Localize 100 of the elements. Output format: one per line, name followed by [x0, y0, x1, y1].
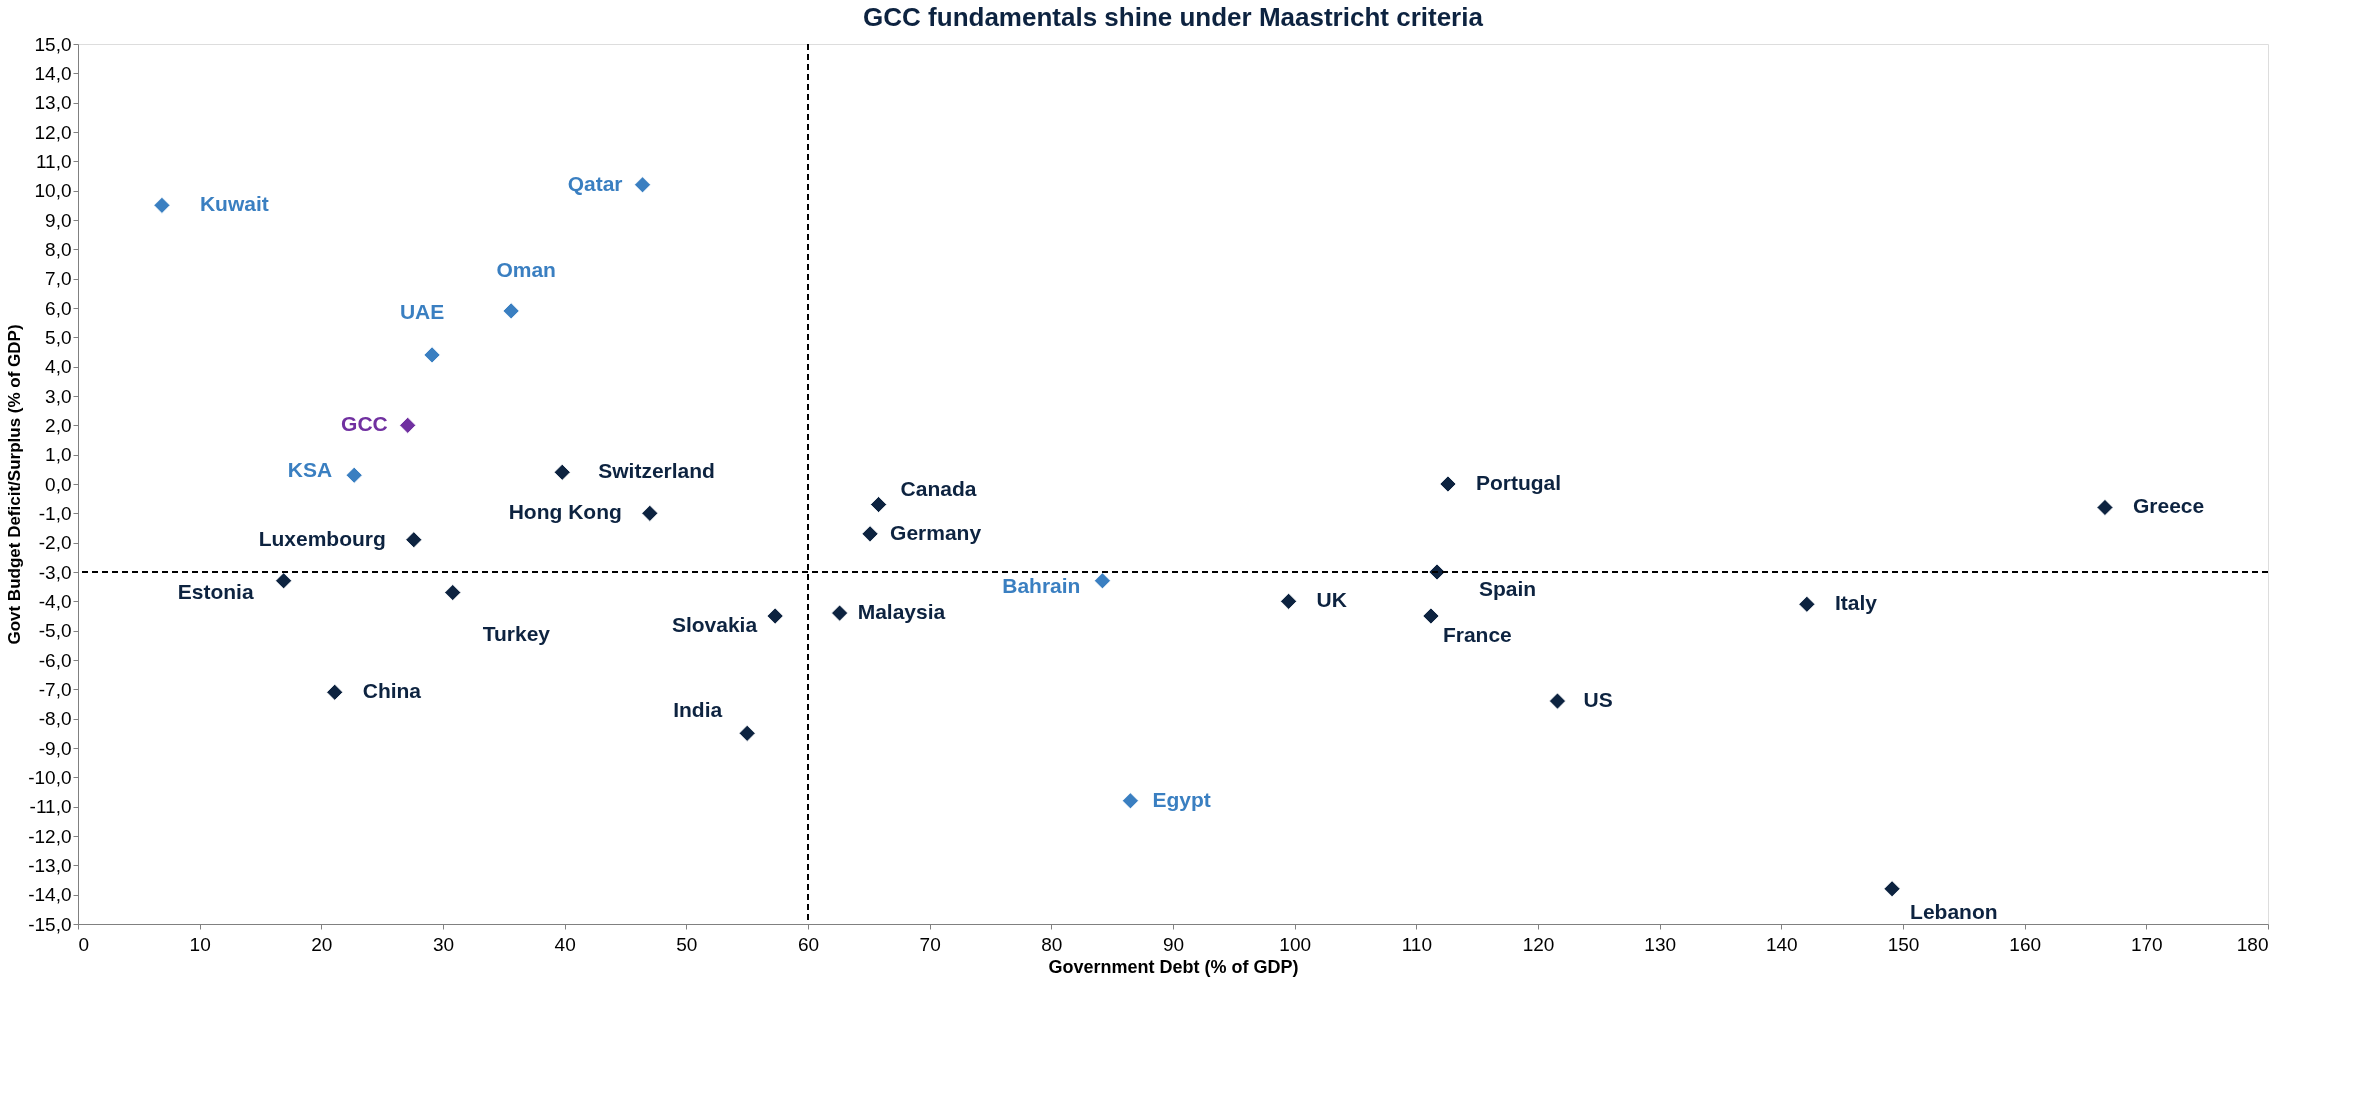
point: [1422, 607, 1440, 625]
x-tick-label: 140: [1765, 933, 1798, 955]
y-tick-label: 9,0: [45, 209, 72, 231]
x-tick-label: 110: [1401, 933, 1432, 955]
series-label: Hong Kong: [508, 500, 622, 524]
point: [345, 466, 363, 484]
point: [861, 525, 879, 543]
series-label: Italy: [1834, 591, 1878, 615]
point: [870, 496, 888, 513]
y-tick-label: 13,0: [34, 92, 72, 114]
point: [1549, 692, 1566, 710]
y-tick-label: 0,0: [45, 473, 72, 495]
point: [1439, 475, 1457, 493]
series-label: Switzerland: [598, 459, 715, 483]
series-label: US: [1583, 688, 1613, 712]
x-tick-label: 90: [1162, 933, 1185, 955]
series-label: Canada: [900, 476, 977, 500]
y-tick-label: -2,0: [38, 532, 72, 554]
point: [1798, 595, 1816, 613]
series-label: KSA: [287, 458, 333, 482]
point: [326, 683, 344, 701]
point: [275, 572, 293, 590]
point: [405, 531, 423, 549]
x-tick-label: 0: [78, 933, 90, 955]
x-tick-label: 160: [2009, 933, 2042, 955]
point: [444, 584, 462, 601]
point: [738, 724, 756, 742]
point: [634, 176, 651, 194]
y-tick-label: -9,0: [38, 737, 72, 759]
series-label: Slovakia: [671, 613, 758, 636]
series-label: Lebanon: [1910, 899, 1998, 923]
x-tick-label: 20: [311, 933, 333, 955]
y-tick-label: 1,0: [45, 444, 72, 466]
y-tick-label: -1,0: [38, 502, 72, 524]
y-tick-label: -7,0: [38, 678, 72, 700]
series-label: Greece: [2132, 494, 2205, 518]
x-tick-label: 180: [2236, 933, 2269, 955]
series-label: Malaysia: [857, 600, 946, 624]
y-tick-label: 3,0: [45, 385, 72, 407]
x-tick-label: 150: [1887, 933, 1920, 955]
chart-title: GCC fundamentals shine under Maastricht criteria: [863, 2, 1484, 32]
point: [1883, 880, 1901, 898]
series-label: Bahrain: [1002, 573, 1081, 597]
y-tick-label: -10,0: [28, 766, 72, 788]
y-tick-label: -4,0: [38, 590, 72, 612]
x-tick-label: 10: [189, 933, 211, 955]
x-tick-label: 170: [2130, 933, 2163, 955]
y-tick-label: 12,0: [34, 121, 72, 143]
y-tick-label: -13,0: [28, 854, 72, 876]
y-tick-label: 8,0: [45, 238, 72, 260]
x-tick-label: 100: [1279, 933, 1312, 955]
series-label: UAE: [399, 299, 445, 323]
y-tick-label: -12,0: [28, 825, 72, 847]
x-tick-label: 70: [919, 933, 941, 955]
y-tick-label: 15,0: [34, 33, 72, 55]
point: [1280, 592, 1298, 610]
point: [553, 463, 571, 481]
y-tick-label: 4,0: [45, 356, 72, 378]
x-tick-label: 80: [1041, 933, 1063, 955]
y-tick-label: 11,0: [35, 150, 72, 172]
y-tick-label: 6,0: [45, 297, 72, 319]
series-label: China: [362, 679, 422, 703]
y-tick-label: 2,0: [45, 414, 72, 436]
point: [423, 346, 441, 364]
series-label: Luxembourg: [258, 526, 386, 550]
point: [153, 196, 171, 214]
y-tick-label: 5,0: [45, 326, 72, 348]
series-label: Spain: [1479, 577, 1537, 600]
point: [641, 504, 659, 522]
series-label: France: [1442, 623, 1512, 646]
series-label: Qatar: [567, 171, 623, 195]
x-tick-label: 30: [432, 933, 455, 955]
series-label: Turkey: [482, 621, 551, 645]
point: [1121, 792, 1139, 810]
x-tick-label: 120: [1522, 933, 1555, 955]
y-tick-label: 10,0: [34, 180, 72, 202]
y-tick-label: 7,0: [45, 268, 72, 290]
y-tick-label: -14,0: [28, 884, 72, 906]
x-axis-title: Government Debt (% of GDP): [1048, 956, 1299, 977]
series-label: Germany: [890, 520, 982, 544]
point: [831, 604, 849, 622]
y-tick-label: -5,0: [38, 620, 72, 642]
x-tick-label: 130: [1644, 933, 1677, 955]
y-tick-label: -8,0: [38, 708, 72, 730]
point: [766, 607, 784, 625]
x-tick-label: 40: [554, 933, 576, 955]
series-label: UK: [1316, 588, 1347, 612]
series-label: Egypt: [1152, 787, 1211, 811]
y-tick-label: -3,0: [38, 561, 72, 583]
series-label: GCC: [341, 412, 388, 436]
series-label: Portugal: [1475, 471, 1562, 494]
series-label: India: [673, 698, 723, 722]
y-tick-label: -15,0: [28, 913, 72, 935]
x-tick-label: 50: [676, 933, 698, 955]
series-label: Oman: [496, 257, 556, 281]
y-axis-title: Govt Budget Deficit/Surplus (% of GDP): [5, 324, 25, 645]
point: [399, 416, 417, 434]
point: [1093, 572, 1111, 590]
point: [502, 302, 520, 320]
series-label: Estonia: [177, 579, 254, 603]
